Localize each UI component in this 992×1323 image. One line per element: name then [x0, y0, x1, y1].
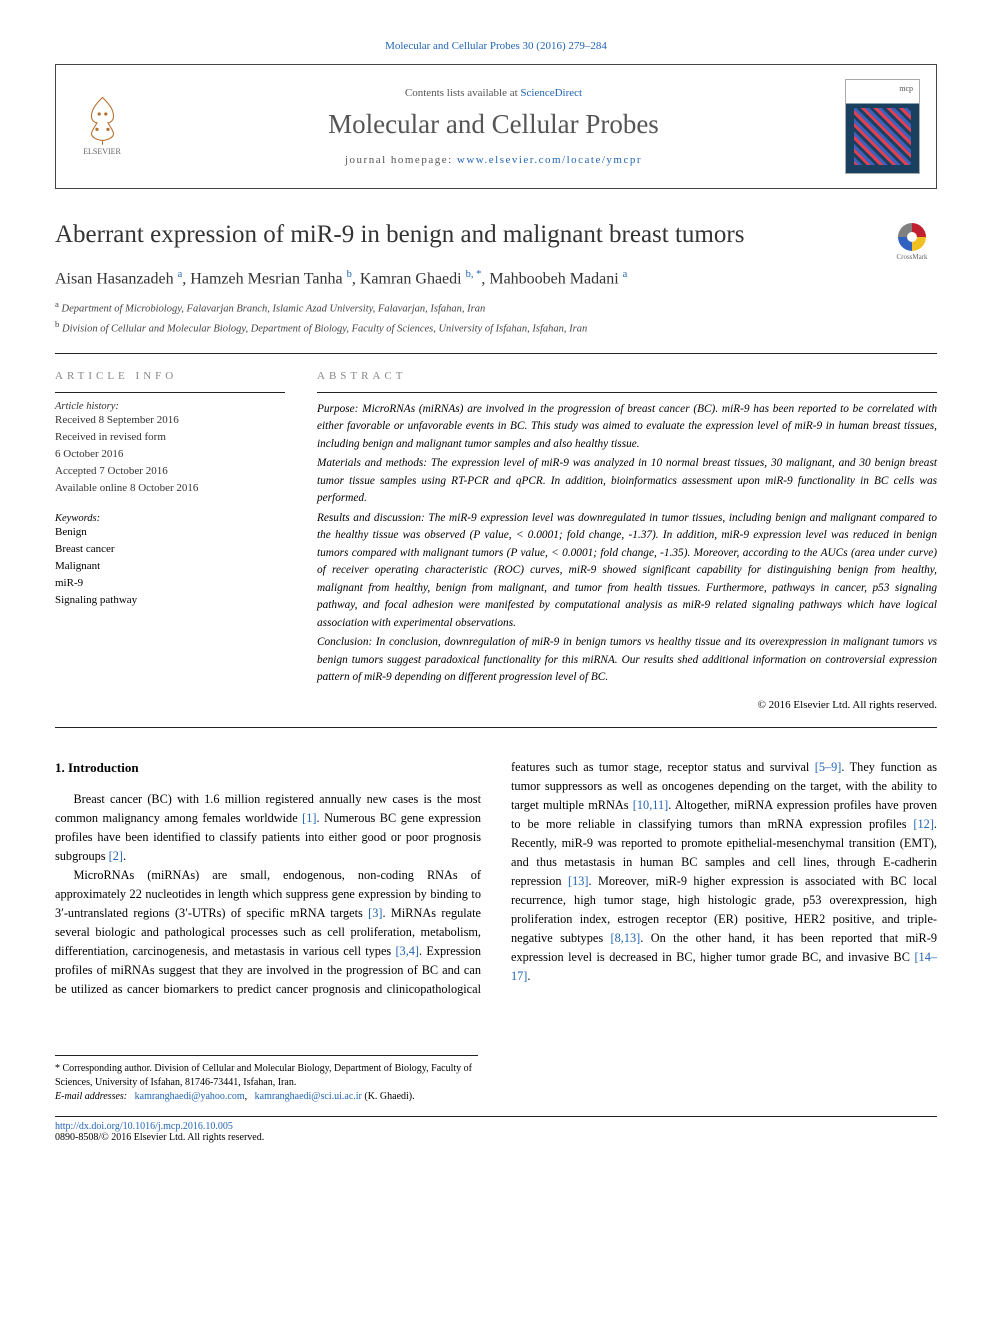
copyright-line: © 2016 Elsevier Ltd. All rights reserved…	[317, 699, 937, 711]
homepage-line: journal homepage: www.elsevier.com/locat…	[142, 154, 845, 166]
authors-line: Aisan Hasanzadeh a, Hamzeh Mesrian Tanha…	[55, 269, 937, 288]
corresponding-footnote: * Corresponding author. Division of Cell…	[55, 1055, 478, 1104]
history-body: Received 8 September 2016 Received in re…	[55, 412, 285, 497]
journal-name: Molecular and Cellular Probes	[142, 109, 845, 140]
keywords-list: Benign Breast cancer Malignant miR-9 Sig…	[55, 524, 285, 609]
ref-link[interactable]: [12]	[913, 817, 934, 831]
abstract-body: Purpose: MicroRNAs (miRNAs) are involved…	[317, 401, 937, 687]
ref-link[interactable]: [1]	[302, 811, 316, 825]
doi-link[interactable]: http://dx.doi.org/10.1016/j.mcp.2016.10.…	[55, 1121, 233, 1132]
divider	[55, 353, 937, 354]
top-citation: Molecular and Cellular Probes 30 (2016) …	[55, 40, 937, 52]
sciencedirect-link[interactable]: ScienceDirect	[520, 87, 582, 99]
aff-link[interactable]: a	[178, 269, 183, 280]
email-link[interactable]: kamranghaedi@yahoo.com	[135, 1091, 245, 1102]
ref-link[interactable]: [3,4]	[395, 944, 419, 958]
aff-link[interactable]: a	[623, 269, 628, 280]
elsevier-logo: ELSEVIER	[72, 92, 142, 162]
article-info-heading: article info	[55, 370, 285, 382]
ref-link[interactable]: [10,11]	[633, 798, 668, 812]
publisher-label: ELSEVIER	[83, 147, 121, 156]
ref-link[interactable]: [5–9]	[815, 760, 842, 774]
crossmark-badge[interactable]: CrossMark	[887, 223, 937, 261]
ref-link[interactable]: [3]	[368, 906, 382, 920]
journal-cover-thumb: mcp	[845, 79, 920, 174]
doi-block: http://dx.doi.org/10.1016/j.mcp.2016.10.…	[55, 1116, 937, 1143]
email-link[interactable]: kamranghaedi@sci.ui.ac.ir	[255, 1091, 362, 1102]
ref-link[interactable]: [2]	[109, 849, 123, 863]
intro-heading: 1. Introduction	[55, 758, 481, 778]
abstract-heading: abstract	[317, 370, 937, 382]
affiliations: a Department of Microbiology, Falavarjan…	[55, 298, 937, 337]
divider	[55, 727, 937, 728]
body-text: 1. Introduction Breast cancer (BC) with …	[55, 758, 937, 1000]
contents-line: Contents lists available at ScienceDirec…	[142, 87, 845, 99]
history-label: Article history:	[55, 401, 285, 412]
aff-link[interactable]: b	[347, 269, 352, 280]
aff-link[interactable]: b, *	[466, 269, 482, 280]
article-title: Aberrant expression of miR-9 in benign a…	[55, 219, 875, 252]
journal-header: ELSEVIER Contents lists available at Sci…	[55, 64, 937, 189]
ref-link[interactable]: [8,13]	[611, 931, 641, 945]
keywords-label: Keywords:	[55, 513, 285, 524]
elsevier-tree-icon	[75, 92, 130, 147]
homepage-link[interactable]: www.elsevier.com/locate/ymcpr	[457, 154, 642, 166]
ref-link[interactable]: [13]	[568, 874, 589, 888]
crossmark-icon	[898, 223, 926, 251]
